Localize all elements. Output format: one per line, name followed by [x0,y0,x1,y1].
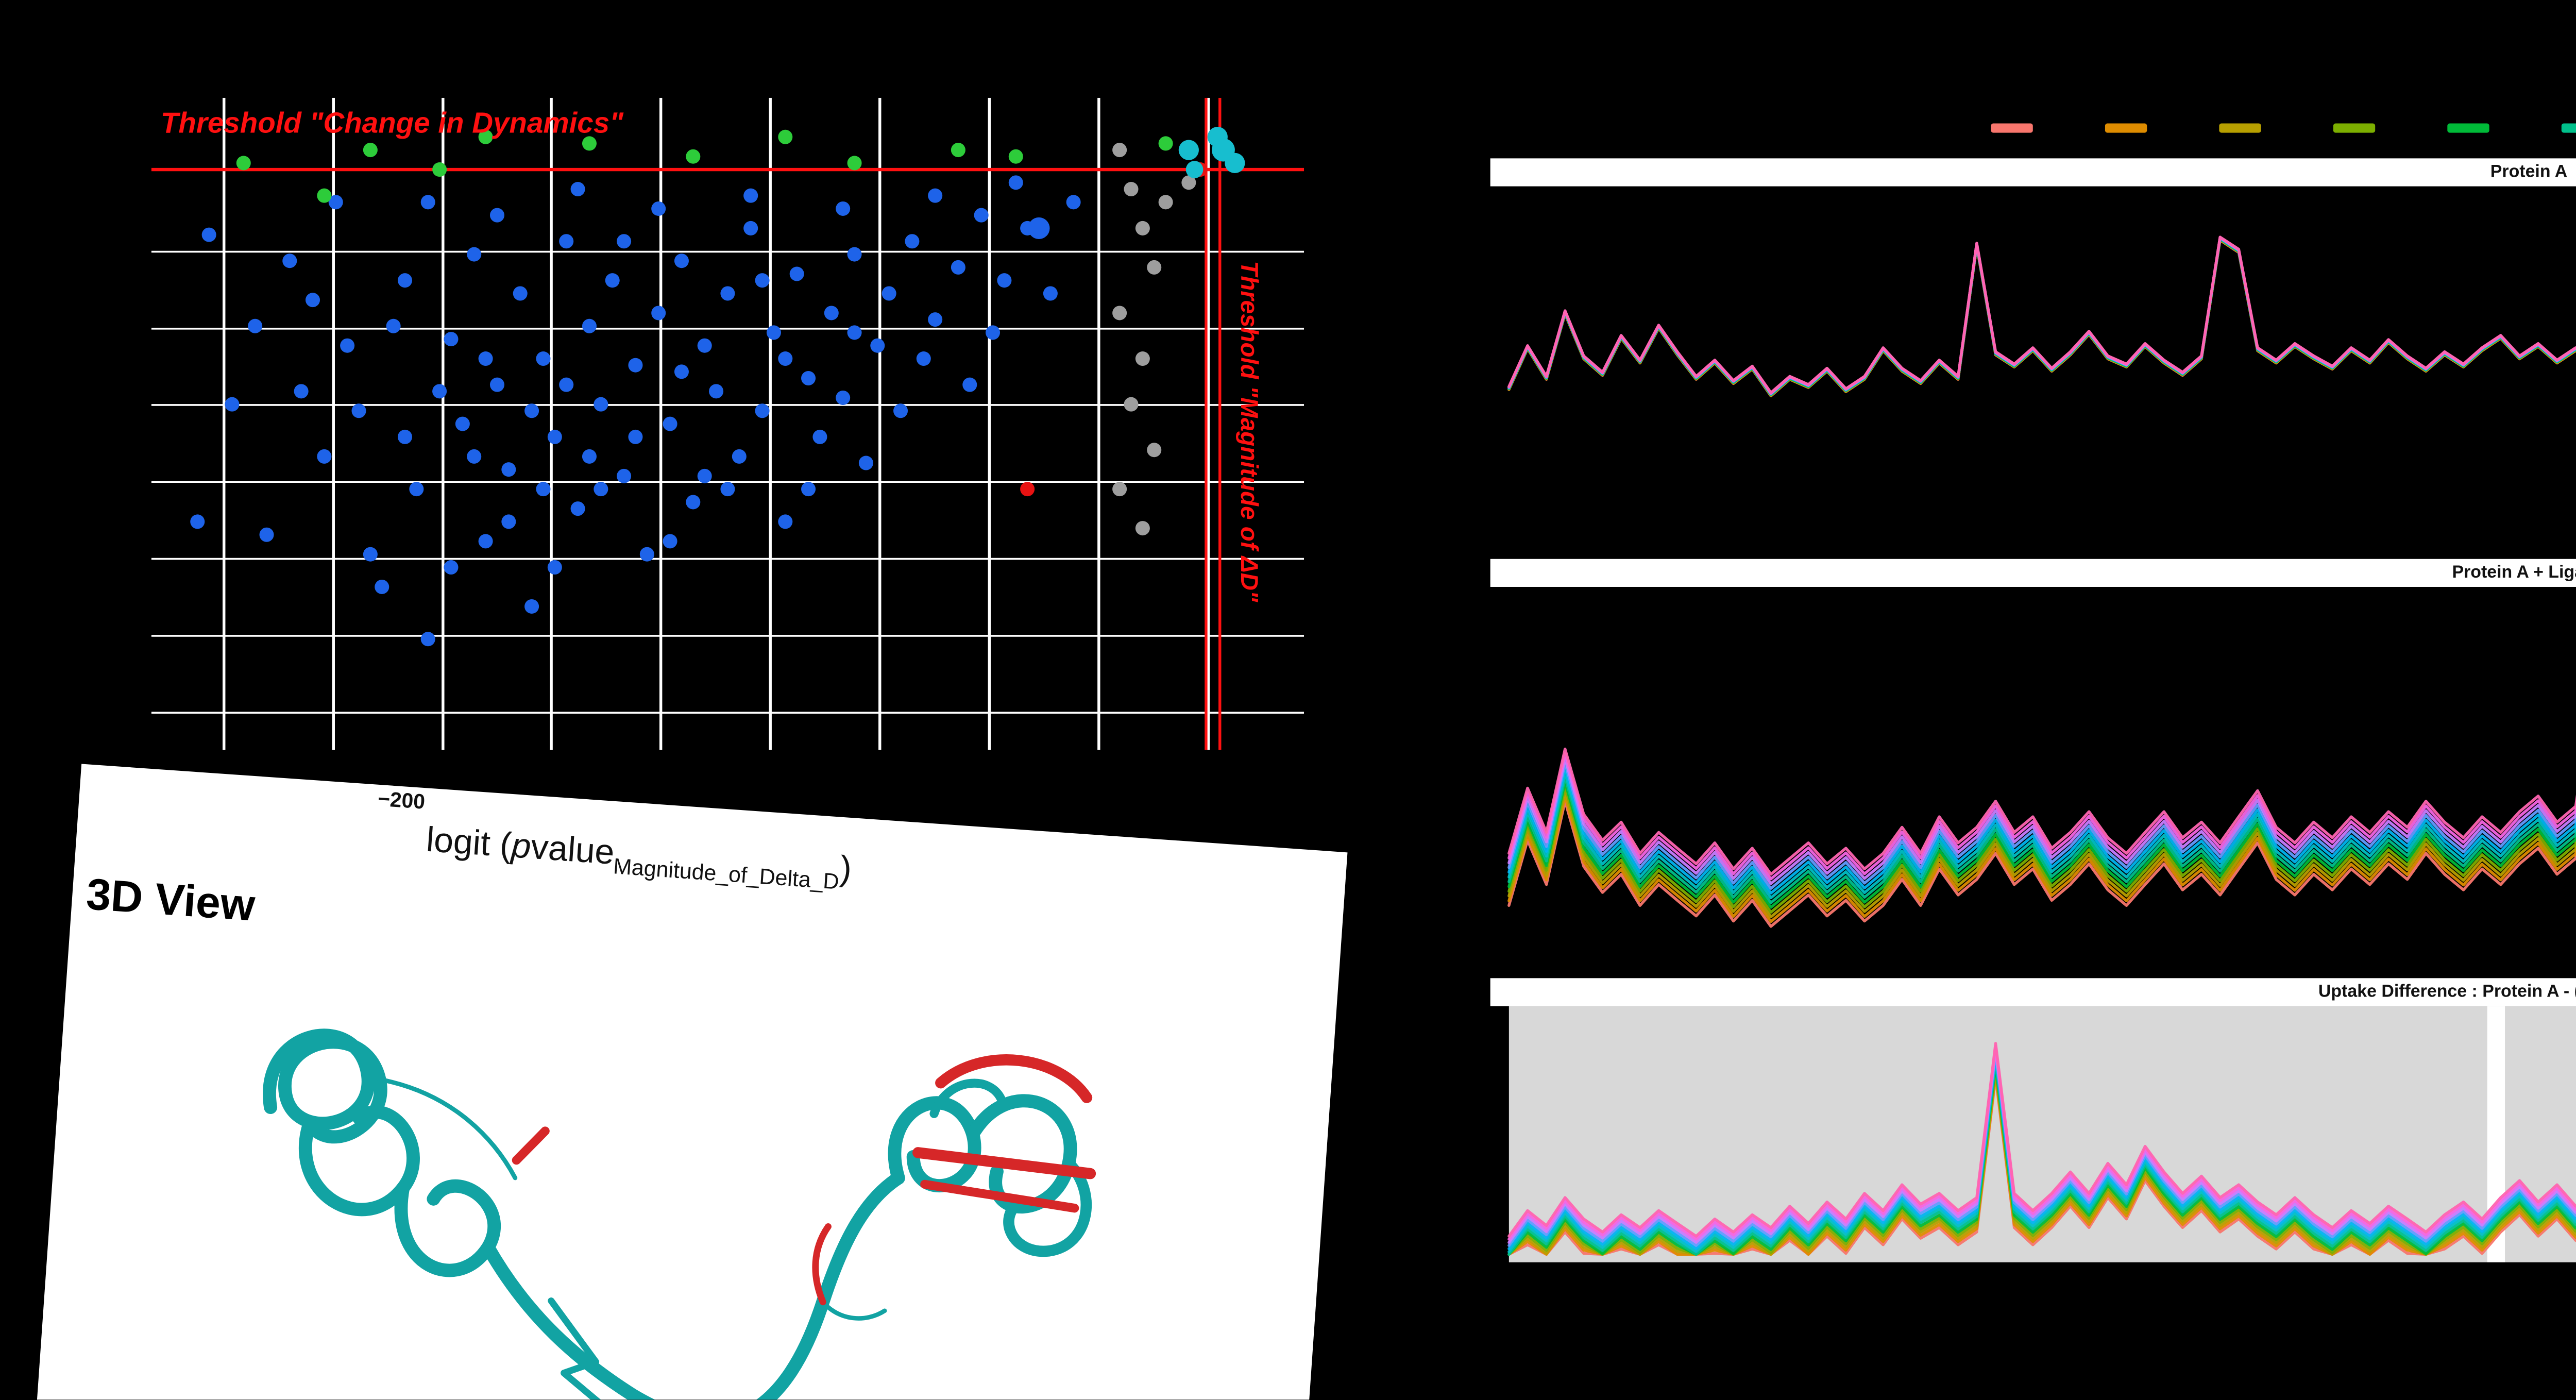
volcano-plot: Threshold "Change in Dynamics" Threshold… [151,97,1304,750]
panel-title-protein-a: Protein A [1490,158,2576,187]
legend-color-dash[interactable] [1991,123,2033,132]
legend-color-dash[interactable] [2561,123,2576,132]
threshold-magnitude-label: Threshold "Magnitude of ΔD" [1234,261,1262,602]
x-axis-label-p: p [510,826,533,868]
x-axis-label: logit (pvalueMagnitude_of_Delta_D) [425,821,853,897]
uptake-difference-chart[interactable] [1490,1006,2576,1267]
x-axis-label-mid: value [529,828,616,874]
x-axis-label-sub: Magnitude_of_Delta_D [612,854,840,897]
panel-title-uptake-difference-text: Uptake Difference : Protein A - (Protein… [2318,980,2576,1002]
legend-color-dash[interactable] [2105,123,2147,132]
structure-panel: −200 logit (pvalueMagnitude_of_Delta_D) … [29,764,1348,1400]
timepoint-legend [1991,123,2576,132]
threshold-dynamics-label: Threshold "Change in Dynamics" [160,107,623,140]
uptake-chart-protein-a[interactable] [1490,187,2576,550]
legend-color-dash[interactable] [2219,123,2261,132]
panel-title-uptake-difference: Uptake Difference : Protein A - (Protein… [1490,978,2576,1006]
volcano-scatter-chart[interactable] [151,97,1304,750]
legend-color-dash[interactable] [2333,123,2376,132]
protein-3d-structure[interactable] [161,935,1174,1400]
panel-title-protein-a-ligand-text: Protein A + Ligand [2452,561,2576,582]
uptake-chart-protein-a-ligand[interactable] [1490,587,2576,973]
x-axis-label-post: ) [838,850,853,890]
x-axis-label-pre: logit ( [425,820,513,867]
legend-color-dash[interactable] [2447,123,2489,132]
ribbon-teal [263,1028,1092,1400]
view3d-title: 3D View [84,871,257,933]
panel-title-protein-a-text: Protein A [2490,160,2568,182]
panel-title-protein-a-ligand: Protein A + Ligand [1490,559,2576,587]
ribbon-red-highlight [512,1054,1096,1306]
x-axis-tick: −200 [377,787,426,814]
